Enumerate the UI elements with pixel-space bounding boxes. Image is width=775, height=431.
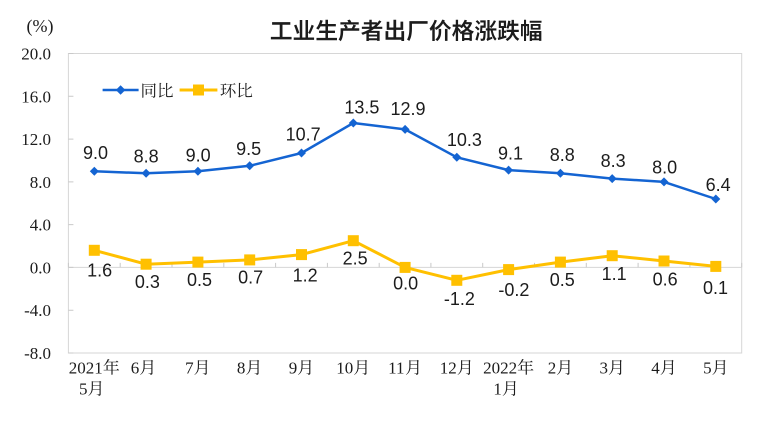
svg-text:2.5: 2.5 — [343, 249, 368, 269]
svg-text:(%): (%) — [27, 16, 54, 37]
svg-text:0.0: 0.0 — [393, 273, 418, 293]
svg-text:8.0: 8.0 — [652, 158, 677, 178]
svg-text:10.3: 10.3 — [447, 130, 482, 150]
svg-text:12.0: 12.0 — [21, 130, 51, 149]
svg-text:8.0: 8.0 — [30, 173, 51, 192]
svg-text:12: 12 — [440, 359, 457, 378]
svg-text:9.0: 9.0 — [186, 145, 211, 165]
svg-text:2021: 2021 — [69, 359, 103, 378]
svg-text:11: 11 — [388, 359, 404, 378]
svg-text:-4.0: -4.0 — [24, 301, 51, 320]
svg-text:8: 8 — [237, 359, 246, 378]
svg-text:9.0: 9.0 — [83, 143, 108, 163]
svg-text:1.1: 1.1 — [602, 264, 627, 284]
svg-text:6.4: 6.4 — [706, 175, 731, 195]
svg-text:10.7: 10.7 — [286, 124, 321, 144]
svg-text:5: 5 — [79, 380, 88, 399]
svg-text:20.0: 20.0 — [21, 45, 51, 64]
svg-text:-0.2: -0.2 — [498, 280, 529, 300]
svg-text:0.3: 0.3 — [135, 272, 160, 292]
svg-text:2: 2 — [548, 359, 557, 378]
svg-text:9: 9 — [289, 359, 298, 378]
svg-text:12.9: 12.9 — [390, 99, 425, 119]
svg-text:-8.0: -8.0 — [24, 344, 51, 363]
svg-text:6: 6 — [131, 359, 140, 378]
svg-text:0.5: 0.5 — [187, 270, 212, 290]
svg-text:8.8: 8.8 — [134, 147, 159, 167]
svg-text:3: 3 — [600, 359, 609, 378]
svg-text:4.0: 4.0 — [30, 216, 51, 235]
svg-text:4: 4 — [651, 359, 660, 378]
svg-text:1.2: 1.2 — [293, 266, 318, 286]
svg-text:9.5: 9.5 — [236, 139, 261, 159]
svg-text:5: 5 — [703, 359, 712, 378]
svg-text:13.5: 13.5 — [344, 98, 379, 118]
svg-text:0.0: 0.0 — [30, 258, 51, 277]
svg-text:16.0: 16.0 — [21, 87, 51, 106]
svg-text:7: 7 — [185, 359, 194, 378]
svg-text:1: 1 — [493, 380, 502, 399]
svg-text:0.6: 0.6 — [653, 270, 678, 290]
svg-text:2022: 2022 — [483, 359, 517, 378]
svg-text:8.8: 8.8 — [550, 145, 575, 165]
svg-text:10: 10 — [336, 359, 353, 378]
svg-text:1.6: 1.6 — [87, 261, 112, 281]
svg-text:0.1: 0.1 — [703, 278, 728, 298]
svg-text:8.3: 8.3 — [601, 151, 626, 171]
svg-text:-1.2: -1.2 — [444, 289, 475, 309]
svg-text:9.1: 9.1 — [498, 143, 523, 163]
svg-text:0.5: 0.5 — [550, 270, 575, 290]
svg-text:0.7: 0.7 — [238, 268, 263, 288]
